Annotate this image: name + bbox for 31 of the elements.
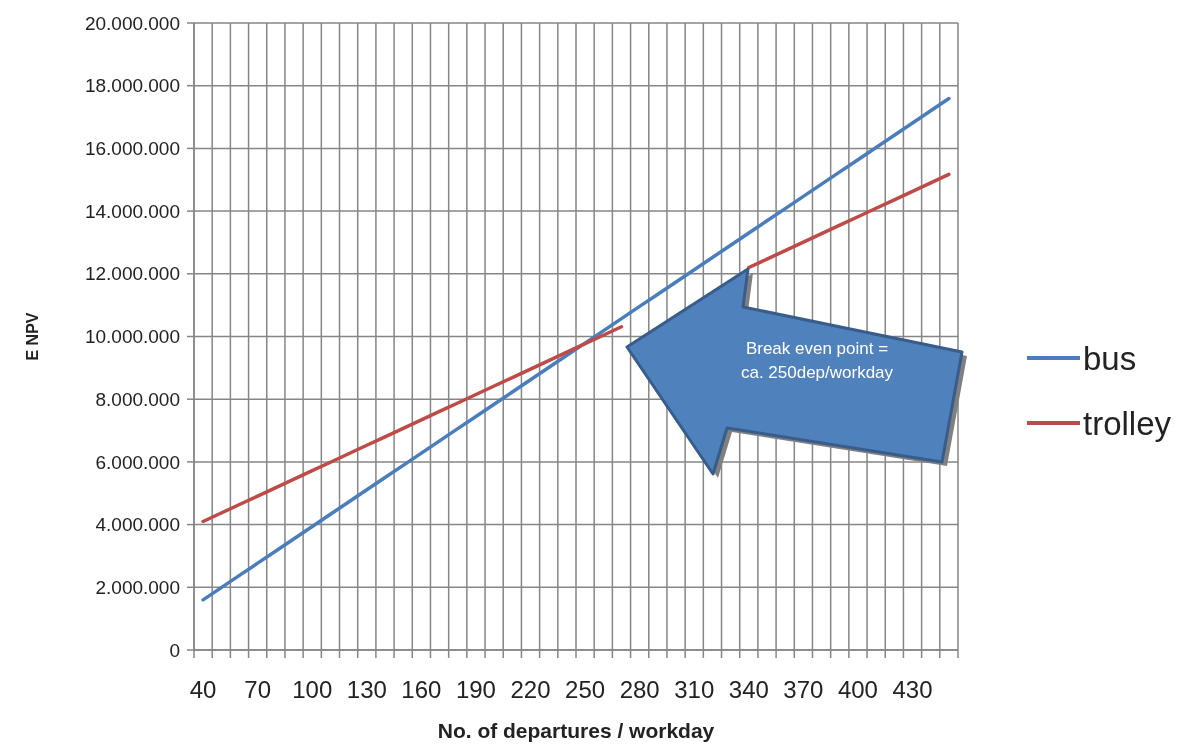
y-tick-label: 2.000.000 — [95, 576, 180, 598]
annotation: Break even point = ca. 250dep/workday — [740, 339, 894, 382]
x-tick-label: 70 — [244, 676, 272, 703]
x-tick-label: 370 — [783, 676, 824, 703]
x-tick-label: 400 — [837, 676, 878, 703]
x-tick-label: 100 — [292, 676, 333, 703]
x-tick-label: 250 — [565, 676, 606, 703]
x-tick-label: 430 — [892, 676, 933, 703]
y-tick-label: 12.000.000 — [84, 263, 180, 285]
x-tick-label: 130 — [346, 676, 387, 703]
x-tick-label: 190 — [455, 676, 496, 703]
legend-label: trolley — [1083, 404, 1172, 442]
line-series — [201, 96, 951, 602]
y-tick-label: 10.000.000 — [84, 326, 180, 348]
x-axis-title: No. of departures / workday — [437, 719, 715, 742]
y-tick-label: 18.000.000 — [84, 75, 180, 97]
x-tick-label: 340 — [728, 676, 769, 703]
x-tick-label: 160 — [401, 676, 442, 703]
y-tick-label: 14.000.000 — [84, 200, 180, 222]
y-tick-label: 6.000.000 — [95, 451, 180, 473]
y-tick-label: 0 — [169, 639, 180, 661]
y-axis-title: E NPV — [24, 312, 41, 361]
x-tick-label: 280 — [619, 676, 660, 703]
y-tick-label: 8.000.000 — [95, 388, 180, 410]
x-tick-label: 310 — [674, 676, 715, 703]
y-tick-label: 16.000.000 — [84, 138, 180, 160]
y-tick-label: 20.000.000 — [84, 12, 180, 34]
legend-label: bus — [1083, 339, 1137, 377]
x-tick-label: 40 — [189, 676, 217, 703]
x-tick-label: 220 — [510, 676, 551, 703]
y-tick-label: 4.000.000 — [95, 514, 180, 536]
